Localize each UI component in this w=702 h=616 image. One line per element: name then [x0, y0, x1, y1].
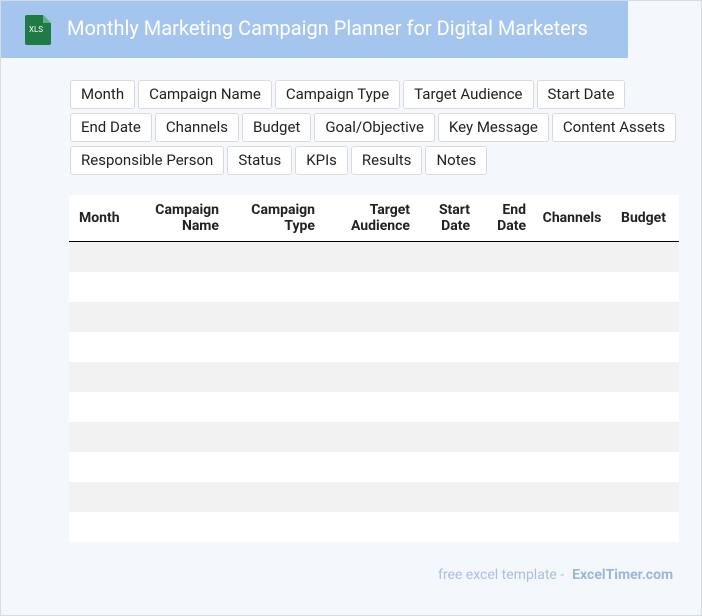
tag[interactable]: Channels — [154, 113, 239, 142]
tag[interactable]: End Date — [70, 113, 152, 142]
tag[interactable]: Campaign Type — [274, 80, 401, 109]
table-row — [69, 392, 679, 422]
column-header: Month — [79, 210, 120, 226]
table-row — [69, 362, 679, 392]
tag[interactable]: Content Assets — [551, 113, 677, 142]
table-row — [69, 452, 679, 482]
tag[interactable]: Goal/Objective — [314, 113, 435, 142]
tag[interactable]: KPIs — [295, 146, 348, 175]
column-header: Channels — [542, 210, 602, 226]
table-body — [69, 242, 679, 542]
table-row — [69, 272, 679, 302]
planner-table: Month Campaign Name Campaign Type Target Au… — [69, 195, 679, 542]
column-header: Start Date — [438, 202, 470, 234]
tag-list: Month Campaign Name Campaign Type Target Au… — [70, 80, 680, 175]
column-header: End Date — [497, 202, 526, 234]
page-title: Monthly Marketing Campaign Planner for D… — [67, 16, 588, 40]
header-bar: XLS Monthly Marketing Campaign Planner f… — [1, 1, 628, 58]
tag[interactable]: Month — [70, 80, 136, 109]
column-header: Campaign Type — [251, 202, 315, 234]
column-header: Budget — [621, 210, 666, 226]
footer-link[interactable]: ExcelTimer.com — [572, 567, 674, 583]
tag[interactable]: Start Date — [536, 80, 626, 109]
tag[interactable]: Results — [350, 146, 423, 175]
column-header: Target Audience — [350, 202, 410, 234]
xls-icon — [25, 15, 51, 45]
footer: free excel template - ExcelTimer.com — [438, 567, 673, 583]
table-row — [69, 302, 679, 332]
tag[interactable]: Target Audience — [403, 80, 534, 109]
tag[interactable]: Budget — [241, 113, 312, 142]
column-header: Campaign Name — [155, 202, 219, 234]
table-header: Month Campaign Name Campaign Type Target Au… — [69, 195, 679, 242]
tag[interactable]: Campaign Name — [138, 80, 272, 109]
table-row — [69, 482, 679, 512]
table-row — [69, 422, 679, 452]
table-row — [69, 332, 679, 362]
table-row — [69, 512, 679, 542]
tag[interactable]: Status — [227, 146, 293, 175]
tag[interactable]: Notes — [425, 146, 488, 175]
tag[interactable]: Key Message — [437, 113, 549, 142]
icon-label: XLS — [28, 25, 44, 34]
table-row — [69, 242, 679, 272]
footer-text: free excel template - — [438, 567, 565, 583]
tag[interactable]: Responsible Person — [70, 146, 225, 175]
